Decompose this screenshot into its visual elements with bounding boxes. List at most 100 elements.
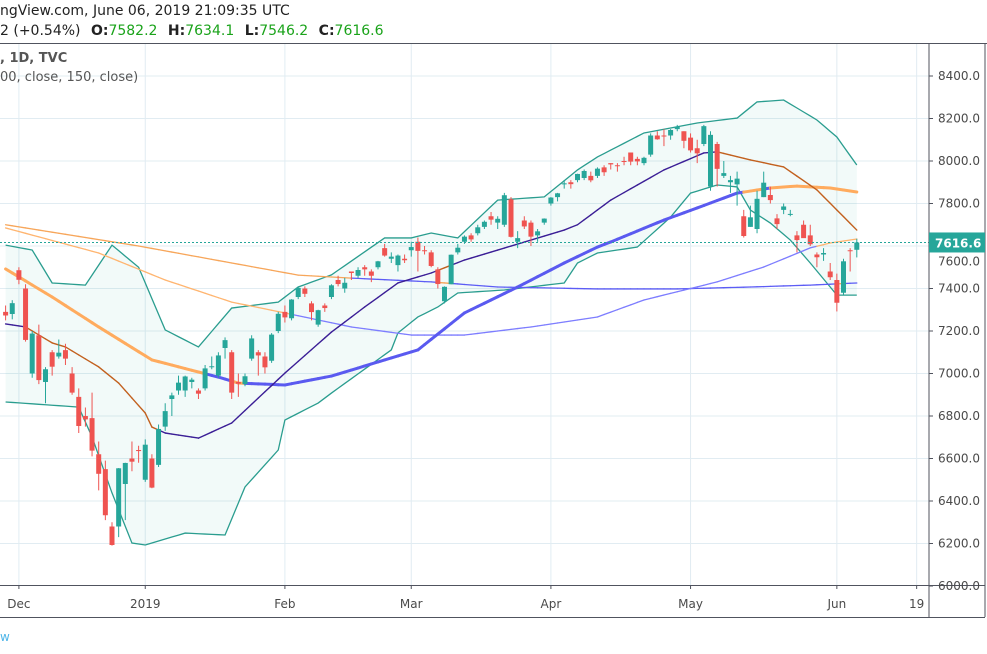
ma100-segment [763, 263, 771, 268]
ma100-segment [616, 306, 625, 311]
ma100-segment [669, 291, 678, 295]
sma20-segment [310, 343, 319, 351]
candle-body [548, 197, 554, 204]
ma100-segment [709, 281, 718, 285]
ma100-segment [383, 330, 392, 333]
ma150-segment [211, 258, 220, 262]
ma100-segment [38, 236, 47, 240]
ma100-segment [18, 230, 27, 234]
candle-body [555, 193, 561, 198]
ma150-segment [137, 245, 146, 248]
ma100-segment [231, 301, 240, 305]
ma150-segment [164, 250, 173, 253]
bollinger-lower-line [5, 184, 857, 546]
indicator-legend[interactable]: 00, close, 150, close) [0, 70, 139, 85]
symbol-legend[interactable]: , 1D, TVC [0, 51, 68, 66]
sma20-segment [344, 316, 353, 323]
ma100-segment [270, 309, 279, 313]
candle-body [854, 242, 860, 250]
candle-body [69, 373, 75, 393]
ma100-segment [783, 255, 791, 260]
ma100-segment [224, 299, 233, 303]
sma20-segment [510, 243, 519, 247]
ma100-segment [330, 322, 339, 325]
candle-body [528, 222, 534, 237]
ma100-segment [822, 242, 831, 246]
header-divider [0, 43, 987, 44]
candle-body [122, 462, 128, 484]
ma150-segment [284, 272, 293, 275]
candle-body [362, 267, 368, 270]
candle-body [708, 134, 713, 187]
sma20-segment [729, 154, 738, 158]
price-tick-label: 6400.0 [938, 494, 980, 508]
candle-body [235, 382, 241, 384]
price-tick-label: 6600.0 [938, 452, 980, 466]
ma100-segment [244, 304, 253, 307]
ma100-segment [743, 270, 752, 275]
candle-body [521, 220, 527, 227]
sma20-segment [350, 311, 359, 318]
ma100-segment [809, 245, 818, 249]
candle-body [375, 261, 381, 268]
time-tick-label: Mar [400, 597, 423, 611]
sma20-segment [816, 189, 825, 198]
candle-body [368, 271, 374, 276]
candle-body [56, 352, 62, 357]
candle-body [355, 270, 361, 276]
candle-body [249, 338, 255, 359]
sma20-segment [763, 162, 772, 165]
candle-body [442, 286, 447, 302]
ma150-segment [244, 264, 253, 268]
candle-body [23, 288, 29, 340]
ma150-segment [237, 263, 246, 267]
sma20-segment [191, 436, 200, 439]
price-tick-label: 6000.0 [938, 579, 980, 593]
ma150-segment [91, 237, 100, 241]
ma100-segment [44, 238, 53, 242]
ma100-segment [836, 240, 845, 243]
candle-body [229, 352, 235, 393]
candle-body [309, 303, 314, 313]
ma150-segment [4, 224, 13, 227]
ma150-segment [490, 285, 499, 288]
ma150-segment [277, 270, 286, 274]
candle-body [116, 468, 122, 527]
ma150-segment [217, 259, 226, 263]
candle-body [169, 395, 175, 399]
candle-body [382, 248, 388, 256]
candle-body [747, 217, 753, 227]
candle-body [827, 271, 833, 278]
ma100-segment [749, 268, 758, 272]
sma20-segment [230, 416, 240, 424]
sma20-segment [776, 164, 785, 168]
candle-body [102, 469, 108, 516]
sma20-segment [403, 278, 412, 282]
price-tick-label: 8200.0 [938, 112, 980, 126]
ma100-segment [590, 316, 599, 319]
candle-body [189, 379, 195, 382]
time-tick-label: May [678, 597, 703, 611]
last-price-badge [929, 232, 985, 253]
sma20-segment [78, 354, 87, 360]
ma100-segment [490, 330, 499, 333]
ma100-segment [630, 301, 638, 306]
candle-body [82, 416, 88, 420]
ma150-segment [264, 268, 273, 271]
change-value: 2 (+0.54%) [0, 23, 81, 39]
ma100-segment [550, 322, 559, 325]
sma20-segment [643, 176, 652, 182]
sma20-segment [264, 384, 273, 393]
candle-body [594, 168, 600, 176]
ma100-segment [84, 248, 93, 252]
ma50-segment [848, 189, 859, 194]
sma20-segment [743, 157, 752, 161]
ma100-segment [789, 252, 798, 257]
candle-body [774, 218, 780, 225]
candle-body [89, 418, 95, 451]
candle-body [275, 313, 281, 331]
candle-body [49, 352, 55, 367]
candle-body [162, 411, 168, 427]
sma20-segment [410, 276, 419, 280]
